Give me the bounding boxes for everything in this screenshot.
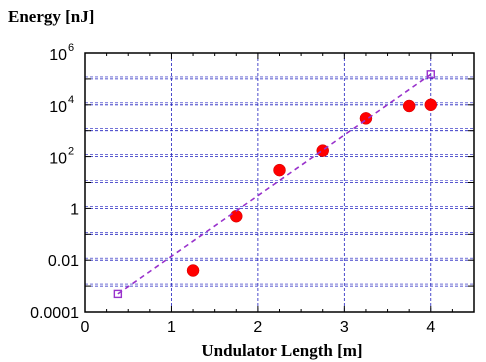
x-tick-label: 1 xyxy=(167,319,176,336)
grid xyxy=(85,53,474,312)
data-point xyxy=(230,209,243,223)
trend-endpoint-marker xyxy=(426,70,435,79)
x-tick-label: 2 xyxy=(253,319,262,336)
y-axis-title: Energy [nJ] xyxy=(8,7,94,26)
x-axis-title: Undulator Length [m] xyxy=(201,341,362,360)
y-tick-label: 10 xyxy=(49,99,67,116)
y-tick-label-exponent: 2 xyxy=(68,146,74,158)
trend-line xyxy=(117,73,432,295)
x-tick-label: 4 xyxy=(426,319,435,336)
x-tick-label: 3 xyxy=(340,319,349,336)
ticks xyxy=(84,52,475,313)
trend-endpoint-marker xyxy=(113,289,123,299)
y-tick-label: 10 xyxy=(49,151,67,168)
y-tick-label: 1 xyxy=(70,201,79,218)
data-point xyxy=(186,264,200,277)
data-point xyxy=(402,99,416,113)
data-point xyxy=(273,163,286,177)
y-tick-label: 0.0001 xyxy=(30,305,79,322)
y-tick-label: 10 xyxy=(49,47,67,64)
y-tick-label-exponent: 4 xyxy=(68,94,74,106)
series xyxy=(113,70,438,299)
y-tick-label-exponent: 6 xyxy=(68,42,74,54)
y-tick-label: 0.01 xyxy=(48,253,79,270)
data-point xyxy=(424,98,438,112)
x-tick-label: 0 xyxy=(81,319,90,336)
